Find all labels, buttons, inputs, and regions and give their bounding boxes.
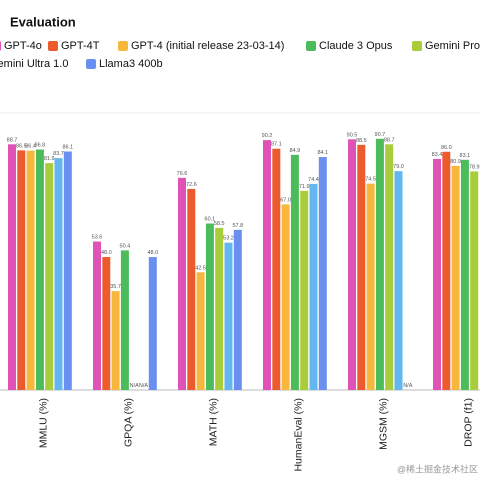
value-label: 79.0 bbox=[393, 164, 404, 170]
bar bbox=[433, 158, 441, 390]
value-label: N/A bbox=[130, 383, 140, 389]
value-label: 71.9 bbox=[299, 184, 310, 190]
bar bbox=[318, 157, 327, 390]
value-label: 87.1 bbox=[271, 142, 282, 148]
bar bbox=[205, 223, 214, 390]
x-tick-label: DROP (f1) bbox=[462, 398, 474, 447]
value-label: 74.4 bbox=[308, 177, 319, 183]
value-label: 88.7 bbox=[384, 137, 395, 143]
value-label: 86.5 bbox=[16, 143, 27, 149]
value-label: 90.2 bbox=[262, 133, 273, 139]
value-label: 88.7 bbox=[7, 137, 18, 143]
bar bbox=[196, 272, 205, 390]
legend-swatch bbox=[48, 41, 58, 51]
bar bbox=[148, 257, 157, 390]
value-label: 84.9 bbox=[290, 148, 301, 154]
legend-label: Gemini Ultra 1.0 bbox=[0, 58, 68, 70]
value-label: N/A bbox=[139, 383, 149, 389]
value-label: 86.0 bbox=[441, 145, 452, 151]
value-label: 74.5 bbox=[365, 177, 376, 183]
value-label: 83.4 bbox=[432, 152, 443, 158]
value-label: 76.6 bbox=[177, 171, 188, 177]
bar bbox=[215, 227, 224, 390]
value-label: 48.0 bbox=[147, 250, 158, 256]
bar bbox=[460, 159, 469, 390]
bar bbox=[120, 250, 129, 390]
value-label: 88.5 bbox=[356, 138, 367, 144]
bar bbox=[348, 139, 356, 390]
bar bbox=[385, 144, 394, 390]
legend-label: GPT-4 (initial release 23-03-14) bbox=[131, 40, 284, 52]
bar bbox=[45, 163, 54, 390]
bar bbox=[54, 158, 63, 390]
bar bbox=[26, 150, 35, 390]
bar bbox=[281, 204, 290, 390]
legend-label: GPT-4T bbox=[61, 40, 100, 52]
bar bbox=[178, 177, 186, 390]
value-label: 84.1 bbox=[317, 150, 328, 156]
watermark: @稀土掘金技术社区 bbox=[397, 463, 478, 474]
value-label: 72.6 bbox=[186, 182, 197, 188]
bar bbox=[451, 165, 460, 390]
value-label: 67.0 bbox=[280, 197, 291, 203]
value-label: 60.1 bbox=[205, 217, 216, 223]
bar bbox=[102, 257, 111, 390]
value-label: 83.7 bbox=[53, 151, 64, 157]
value-label: 57.8 bbox=[232, 223, 243, 229]
value-label: 50.4 bbox=[120, 243, 131, 249]
bar bbox=[233, 229, 242, 390]
bar bbox=[8, 144, 16, 390]
x-tick-label: MATH (%) bbox=[207, 398, 219, 446]
value-label: 83.1 bbox=[460, 153, 471, 159]
bar bbox=[111, 291, 120, 390]
x-tick-label: MMLU (%) bbox=[37, 398, 49, 448]
bar bbox=[366, 183, 375, 390]
bar bbox=[375, 138, 384, 390]
chart-title: Evaluation bbox=[10, 14, 76, 29]
x-tick-label: HumanEval (%) bbox=[292, 398, 304, 472]
legend-swatch bbox=[412, 41, 422, 51]
bar bbox=[35, 149, 44, 390]
bar bbox=[470, 171, 479, 390]
value-label: 86.1 bbox=[62, 145, 73, 151]
value-label: 81.9 bbox=[44, 156, 55, 162]
bar bbox=[93, 241, 101, 390]
legend-label: Claude 3 Opus bbox=[319, 40, 393, 52]
bar bbox=[309, 183, 318, 390]
legend-label: GPT-4o bbox=[4, 40, 42, 52]
value-label: 78.9 bbox=[469, 164, 480, 170]
legend-swatch bbox=[306, 41, 316, 51]
legend-swatch bbox=[86, 59, 96, 69]
bar bbox=[63, 151, 72, 390]
legend-label: Llama3 400b bbox=[99, 58, 163, 70]
legend-swatch bbox=[0, 41, 1, 51]
bar bbox=[357, 144, 366, 390]
x-tick-label: MGSM (%) bbox=[377, 398, 389, 450]
value-label: 42.5 bbox=[195, 265, 206, 271]
legend-swatch bbox=[118, 41, 128, 51]
bar bbox=[290, 154, 299, 390]
value-label: 48.0 bbox=[101, 250, 112, 256]
value-label: 53.2 bbox=[223, 236, 234, 242]
bar bbox=[300, 190, 309, 390]
bar bbox=[17, 150, 26, 390]
value-label: 86.4 bbox=[25, 144, 36, 150]
bar bbox=[224, 242, 233, 390]
bar bbox=[263, 140, 271, 390]
bar bbox=[442, 151, 451, 390]
value-label: N/A bbox=[403, 383, 413, 389]
value-label: 58.5 bbox=[214, 221, 225, 227]
legend-label: Gemini Pro 1.5 bbox=[425, 40, 480, 52]
bar bbox=[394, 171, 403, 390]
x-tick-label: GPQA (%) bbox=[122, 398, 134, 447]
value-label: 90.5 bbox=[347, 132, 358, 138]
value-label: 35.7 bbox=[110, 284, 121, 290]
value-label: 53.6 bbox=[92, 235, 103, 241]
bar bbox=[272, 148, 281, 390]
bar bbox=[187, 188, 196, 390]
value-label: 80.9 bbox=[450, 159, 461, 165]
value-label: 90.7 bbox=[375, 132, 386, 138]
value-label: 86.8 bbox=[35, 143, 46, 149]
